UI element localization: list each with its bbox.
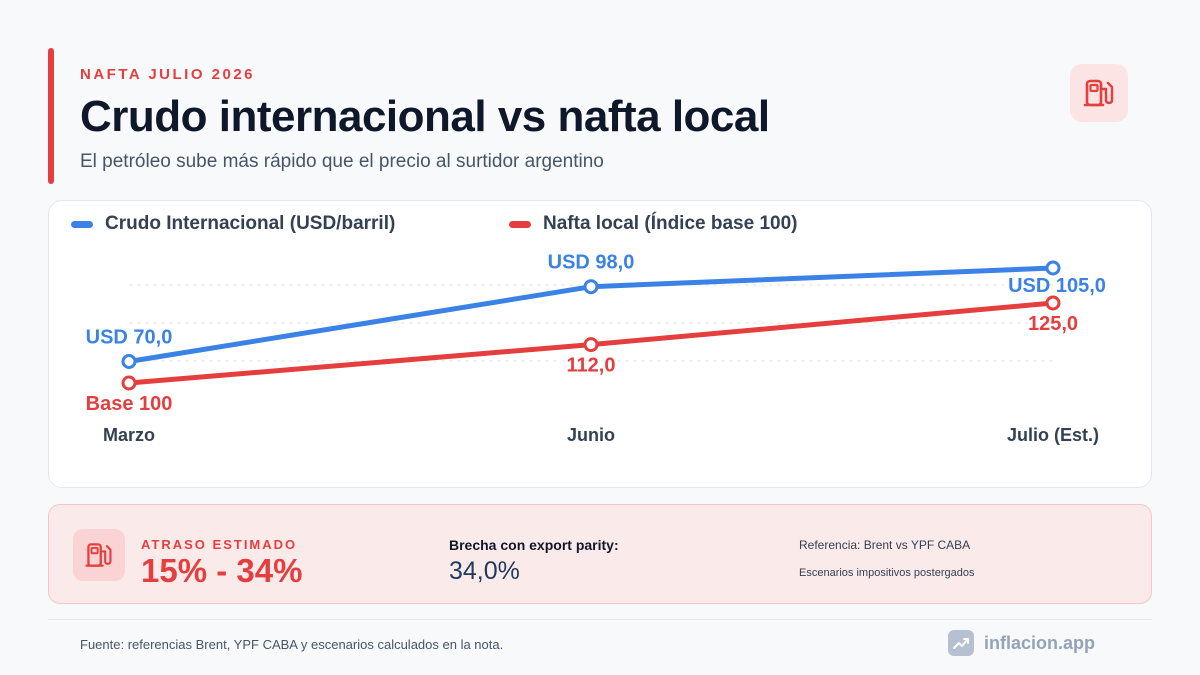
- accent-bar: [48, 48, 54, 184]
- reference-note: Escenarios impositivos postergados: [799, 567, 975, 579]
- data-label-crudo-internacional-usd-barril-1: USD 98,0: [548, 252, 635, 274]
- page-subtitle: El petróleo sube más rápido que el preci…: [80, 151, 604, 172]
- data-point-crudo-internacional-usd-barril-2: [1045, 260, 1061, 276]
- parity-label: Brecha con export parity:: [449, 537, 619, 553]
- data-point-nafta-local-ndice-base-100-0: [121, 375, 137, 391]
- data-label-nafta-local-ndice-base-100-0: Base 100: [86, 393, 173, 415]
- legend-item-nafta: Nafta local (Índice base 100): [509, 213, 798, 235]
- x-tick-label-1: Junio: [567, 425, 615, 445]
- fuel-pump-icon: [1070, 64, 1128, 122]
- chart-card: Crudo Internacional (USD/barril) Nafta l…: [48, 200, 1152, 488]
- data-label-crudo-internacional-usd-barril-2: USD 105,0: [1008, 275, 1106, 297]
- legend-item-crudo: Crudo Internacional (USD/barril): [71, 213, 395, 235]
- x-tick-label-2: Julio (Est.): [1007, 425, 1099, 445]
- legend-label-nafta: Nafta local (Índice base 100): [543, 213, 798, 234]
- brand: inflacion.app: [948, 630, 1095, 656]
- gap-label: ATRASO ESTIMADO: [141, 537, 298, 552]
- page-title: Crudo internacional vs nafta local: [80, 92, 770, 141]
- gap-card: ATRASO ESTIMADO 15% - 34% Brecha con exp…: [48, 504, 1152, 604]
- line-chart: USD 70,0 USD 98,0 USD 105,0 Base 100 112,0 12…: [86, 252, 1106, 445]
- data-label-nafta-local-ndice-base-100-1: 112,0: [567, 355, 616, 377]
- legend-swatch-crudo: [71, 220, 93, 228]
- data-label-crudo-internacional-usd-barril-0: USD 70,0: [86, 327, 173, 349]
- legend-swatch-nafta: [509, 220, 531, 228]
- data-point-crudo-internacional-usd-barril-0: [121, 354, 137, 369]
- kicker: NAFTA JULIO 2026: [80, 66, 256, 83]
- data-point-nafta-local-ndice-base-100-1: [583, 337, 599, 353]
- data-point-crudo-internacional-usd-barril-1: [583, 279, 599, 295]
- legend-label-crudo: Crudo Internacional (USD/barril): [105, 213, 396, 234]
- x-tick-label-0: Marzo: [103, 425, 155, 445]
- parity-value: 34,0%: [449, 557, 520, 585]
- data-label-nafta-local-ndice-base-100-2: 125,0: [1028, 313, 1078, 335]
- reference-text: Referencia: Brent vs YPF CABA: [799, 538, 971, 552]
- footer-divider: [48, 619, 1152, 620]
- fuel-pump-icon: [73, 529, 125, 581]
- source-note: Fuente: referencias Brent, YPF CABA y es…: [80, 637, 504, 652]
- trend-chart-icon: [948, 630, 974, 656]
- brand-name: inflacion.app: [984, 632, 1096, 653]
- gap-value: 15% - 34%: [141, 552, 303, 589]
- data-point-nafta-local-ndice-base-100-2: [1045, 295, 1061, 311]
